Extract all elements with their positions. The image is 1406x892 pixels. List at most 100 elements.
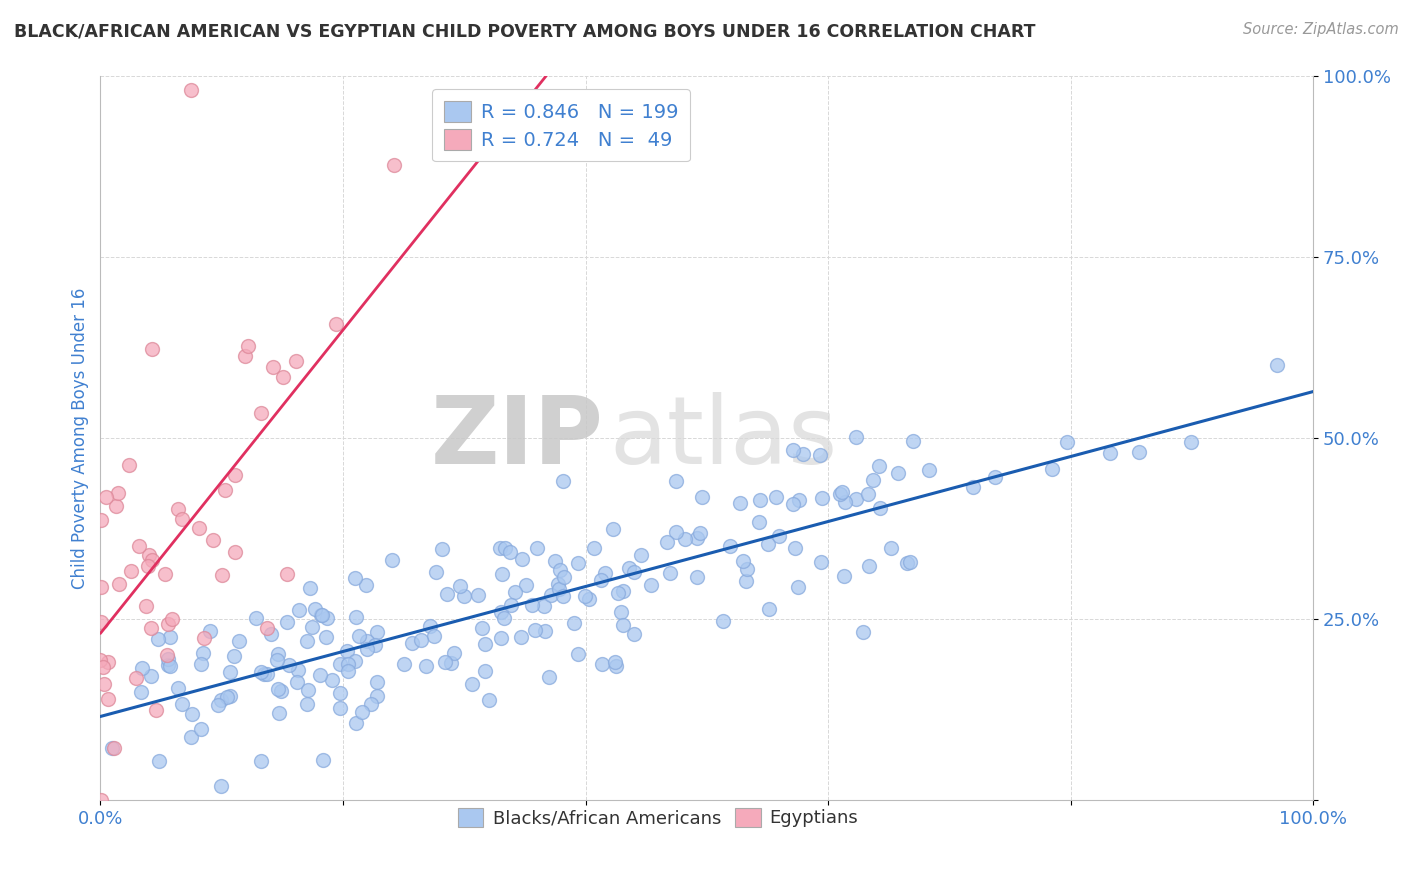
Point — [285, 674, 308, 689]
Point — [141, 553, 163, 567]
Point — [336, 664, 359, 678]
Point — [167, 681, 190, 696]
Point — [224, 545, 246, 559]
Point — [520, 598, 543, 612]
Point — [783, 541, 806, 555]
Text: ZIP: ZIP — [430, 392, 603, 483]
Point — [1040, 461, 1063, 475]
Point — [311, 608, 333, 623]
Point — [787, 580, 810, 594]
Point — [553, 589, 575, 603]
Point — [157, 652, 180, 666]
Point — [309, 608, 332, 623]
Point — [136, 558, 159, 573]
Point — [501, 598, 523, 612]
Point — [97, 692, 120, 706]
Point — [471, 621, 494, 635]
Point — [901, 434, 924, 448]
Point — [538, 670, 561, 684]
Point — [354, 578, 377, 592]
Point — [236, 338, 259, 352]
Point — [146, 632, 169, 646]
Point — [312, 754, 335, 768]
Point — [91, 660, 114, 674]
Point — [180, 730, 202, 744]
Point — [419, 619, 441, 633]
Point — [139, 621, 162, 635]
Point — [474, 664, 496, 678]
Point — [94, 490, 117, 504]
Point — [267, 682, 290, 697]
Point — [548, 582, 571, 596]
Point — [356, 634, 378, 648]
Point — [329, 701, 352, 715]
Point — [336, 644, 359, 658]
Point — [202, 533, 225, 548]
Point — [198, 624, 221, 638]
Point — [533, 599, 555, 613]
Point — [489, 605, 512, 619]
Point — [160, 612, 183, 626]
Point — [896, 556, 918, 570]
Point — [336, 657, 359, 671]
Point — [191, 646, 214, 660]
Point — [1099, 446, 1122, 460]
Point — [215, 690, 238, 705]
Point — [765, 490, 787, 504]
Point — [553, 570, 575, 584]
Point — [425, 565, 447, 579]
Point — [659, 566, 682, 580]
Point — [190, 657, 212, 671]
Point — [350, 705, 373, 719]
Point — [440, 656, 463, 670]
Point — [209, 779, 232, 793]
Point — [299, 581, 322, 595]
Point — [235, 349, 257, 363]
Point — [720, 540, 742, 554]
Point — [415, 658, 437, 673]
Point — [276, 615, 298, 629]
Point — [259, 626, 281, 640]
Point — [256, 621, 278, 635]
Point — [748, 515, 770, 529]
Point — [315, 631, 337, 645]
Point — [1265, 359, 1288, 373]
Point — [453, 589, 475, 603]
Point — [344, 715, 367, 730]
Point — [271, 369, 294, 384]
Point — [153, 566, 176, 581]
Point — [309, 668, 332, 682]
Point — [145, 703, 167, 717]
Point — [139, 669, 162, 683]
Point — [918, 463, 941, 477]
Point — [574, 589, 596, 603]
Point — [344, 610, 367, 624]
Point — [567, 648, 589, 662]
Point — [510, 630, 533, 644]
Point — [467, 588, 489, 602]
Point — [834, 568, 856, 582]
Point — [285, 353, 308, 368]
Point — [148, 754, 170, 768]
Point — [811, 491, 834, 505]
Point — [524, 623, 547, 637]
Point — [170, 511, 193, 525]
Point — [266, 653, 288, 667]
Point — [321, 673, 343, 687]
Point — [619, 561, 641, 575]
Point — [120, 564, 142, 578]
Point — [97, 655, 120, 669]
Point — [510, 552, 533, 566]
Point — [1128, 444, 1150, 458]
Point — [107, 577, 129, 591]
Point — [612, 584, 634, 599]
Point — [409, 633, 432, 648]
Point — [190, 723, 212, 737]
Point — [787, 493, 810, 508]
Point — [665, 475, 688, 489]
Point — [898, 555, 921, 569]
Point — [543, 554, 565, 568]
Point — [384, 158, 406, 172]
Point — [689, 525, 711, 540]
Text: atlas: atlas — [610, 392, 838, 483]
